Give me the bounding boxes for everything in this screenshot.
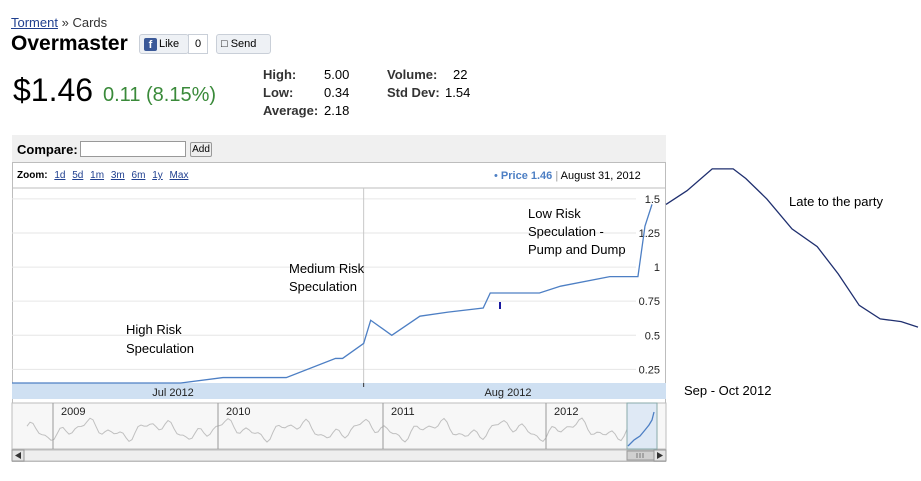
y-tick-label: 1.25: [639, 228, 660, 240]
high-label: High:: [263, 67, 297, 82]
main-plot: 0.25 0.5 0.75 1 1.25 1.5 Jul 2012 Aug 2012: [12, 187, 666, 399]
like-label: Like: [159, 38, 180, 50]
annotation-low-risk-3: Pump and Dump: [528, 242, 626, 257]
x-tick-label: Aug 2012: [484, 387, 531, 399]
compare-label: Compare:: [17, 142, 78, 157]
high-value: 5.00: [324, 67, 350, 82]
low-value: 0.34: [324, 85, 350, 100]
breadcrumb: Torment » Cards: [11, 15, 107, 30]
like-count-badge: 0: [188, 34, 208, 54]
stddev-label: Std Dev:: [387, 85, 440, 100]
y-tick-label: 1.5: [645, 194, 660, 206]
chart-legend: • Price 1.46 | August 31, 2012: [494, 170, 641, 182]
annotation-late: Late to the party: [789, 194, 883, 209]
price-change: 0.11 (8.15%): [103, 84, 217, 106]
breadcrumb-current: Cards: [72, 15, 108, 30]
zoom-6m[interactable]: 6m: [131, 170, 146, 181]
page-title: Overmaster: [11, 32, 128, 55]
x-tick-label: Jul 2012: [152, 387, 194, 399]
zoom-1d[interactable]: 1d: [54, 170, 66, 181]
navigator-year-label: 2010: [226, 406, 250, 418]
legend-series: Price 1.46: [500, 170, 553, 182]
stddev-value: 1.54: [445, 85, 471, 100]
volume-label: Volume:: [387, 67, 438, 82]
navigator-window[interactable]: [626, 402, 658, 450]
navigator-selected-line: [627, 411, 655, 447]
send-icon: □: [221, 38, 228, 50]
zoom-1m[interactable]: 1m: [90, 170, 105, 181]
navigator-history-line: [26, 417, 628, 443]
breadcrumb-set-link[interactable]: Torment: [11, 15, 58, 30]
legend-bullet: •: [494, 170, 498, 182]
zoom-1y[interactable]: 1y: [152, 170, 163, 181]
send-label: Send: [230, 38, 257, 50]
legend-separator: |: [555, 170, 559, 182]
x-axis-band: [12, 383, 666, 399]
zoom-3m[interactable]: 3m: [110, 170, 125, 181]
late-x-label: Sep - Oct 2012: [684, 383, 771, 398]
late-trend-line: [665, 168, 919, 328]
late-trend: Sep - Oct 2012: [665, 168, 919, 398]
annotation-low-risk-2: Speculation -: [528, 224, 604, 239]
annotation-medium-risk-1: Medium Risk: [289, 261, 365, 276]
y-tick-label: 1: [654, 262, 660, 274]
annotation-high-risk-1: High Risk: [126, 322, 182, 337]
facebook-icon: f: [144, 37, 157, 51]
annotation-low-risk-1: Low Risk: [528, 206, 581, 221]
y-tick-label: 0.5: [645, 330, 660, 342]
scrollbar-track[interactable]: [11, 449, 667, 462]
y-tick-label: 0.75: [639, 296, 660, 308]
navigator: 2009 2010 2011 2012: [11, 402, 667, 462]
volume-marker: [499, 302, 501, 309]
facebook-like-button[interactable]: f Like: [139, 34, 189, 54]
annotation-high-risk-2: Speculation: [126, 341, 194, 356]
navigator-area: [11, 402, 667, 450]
add-button[interactable]: Add: [190, 142, 212, 157]
compare-input[interactable]: [80, 141, 186, 157]
average-value: 2.18: [324, 103, 350, 118]
y-tick-label: 0.25: [639, 364, 660, 376]
send-button[interactable]: □ Send: [216, 34, 271, 54]
current-price: $1.46: [13, 72, 94, 108]
average-label: Average:: [263, 103, 319, 118]
zoom-5d[interactable]: 5d: [72, 170, 84, 181]
low-label: Low:: [263, 85, 294, 100]
navigator-year-label: 2011: [391, 406, 415, 418]
zoom-max[interactable]: Max: [169, 170, 189, 181]
breadcrumb-separator: »: [61, 15, 69, 30]
scroll-left-icon: [15, 452, 21, 459]
zoom-controls: Zoom: 1d 5d 1m 3m 6m 1y Max: [17, 170, 188, 181]
navigator-year-label: 2012: [554, 406, 578, 418]
zoom-label: Zoom:: [17, 170, 48, 181]
navigator-year-label: 2009: [61, 406, 85, 418]
scroll-right-icon: [657, 452, 663, 459]
legend-date: August 31, 2012: [560, 170, 641, 182]
annotations: High Risk Speculation Medium Risk Specul…: [126, 194, 883, 356]
annotation-medium-risk-2: Speculation: [289, 279, 357, 294]
price-line: [12, 204, 653, 384]
volume-value: 22: [453, 67, 468, 82]
